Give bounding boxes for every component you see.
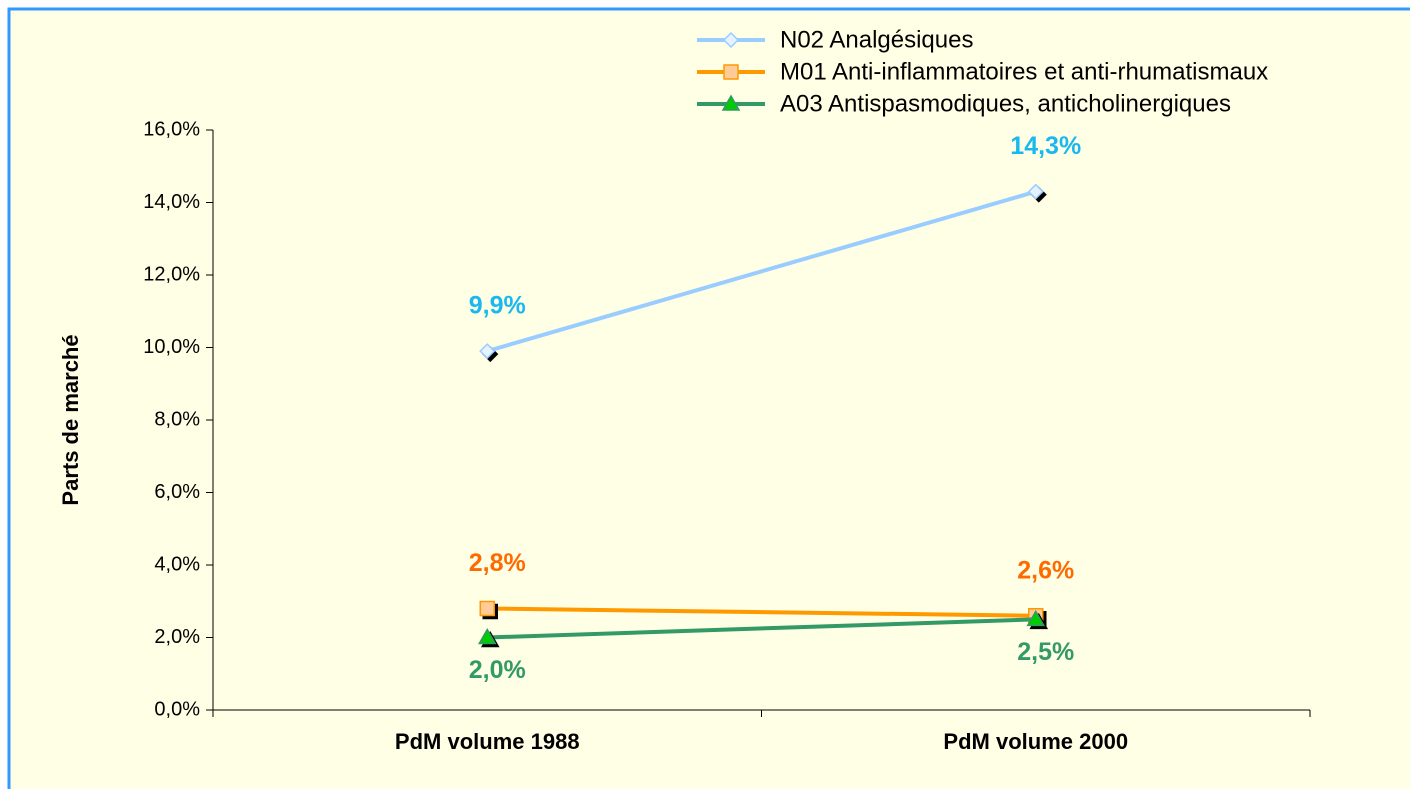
data-label: 2,5% [1017,638,1074,666]
data-point [1027,183,1044,200]
legend-marker [721,94,741,111]
x-tick-label: PdM volume 2000 [943,729,1128,754]
data-label: 2,8% [469,549,526,577]
data-label: 14,3% [1010,132,1081,160]
legend-label: N02 Analgésiques [780,26,973,53]
series-line [487,606,1036,618]
y-tick-label: 14,0% [143,191,200,213]
legend-marker [723,64,739,80]
y-tick-label: 8,0% [154,408,200,430]
data-label: 9,9% [469,292,526,320]
x-tick-label: PdM volume 1988 [395,729,580,754]
legend-label: A03 Antispasmodiques, anticholinergiques [780,90,1231,117]
y-tick-label: 4,0% [154,553,200,575]
legend-label: M01 Anti-inflammatoires et anti-rhumatis… [780,58,1268,85]
legend-marker [722,31,740,49]
series-line [486,189,1037,354]
y-axis-title: Parts de marché [58,334,83,505]
y-tick-label: 6,0% [154,481,200,503]
y-tick-label: 10,0% [143,336,200,358]
y-tick-label: 12,0% [143,263,200,285]
data-point [479,600,495,617]
data-label: 2,0% [469,656,526,684]
y-tick-label: 16,0% [143,118,200,140]
data-label: 2,6% [1017,556,1074,584]
data-point [479,343,496,360]
chart-frame [7,7,1410,789]
y-tick-label: 0,0% [154,698,200,720]
data-point [477,627,497,645]
data-point [1026,609,1046,627]
series-line [487,617,1036,640]
y-tick-label: 2,0% [154,626,200,648]
